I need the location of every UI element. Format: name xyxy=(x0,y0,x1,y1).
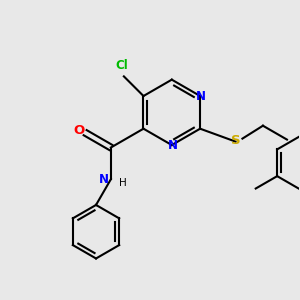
Text: N: N xyxy=(196,89,206,103)
Text: S: S xyxy=(231,134,240,147)
Text: O: O xyxy=(74,124,85,137)
Text: N: N xyxy=(99,173,109,186)
Text: N: N xyxy=(168,139,178,152)
Text: H: H xyxy=(119,178,127,188)
Text: Cl: Cl xyxy=(116,59,128,72)
